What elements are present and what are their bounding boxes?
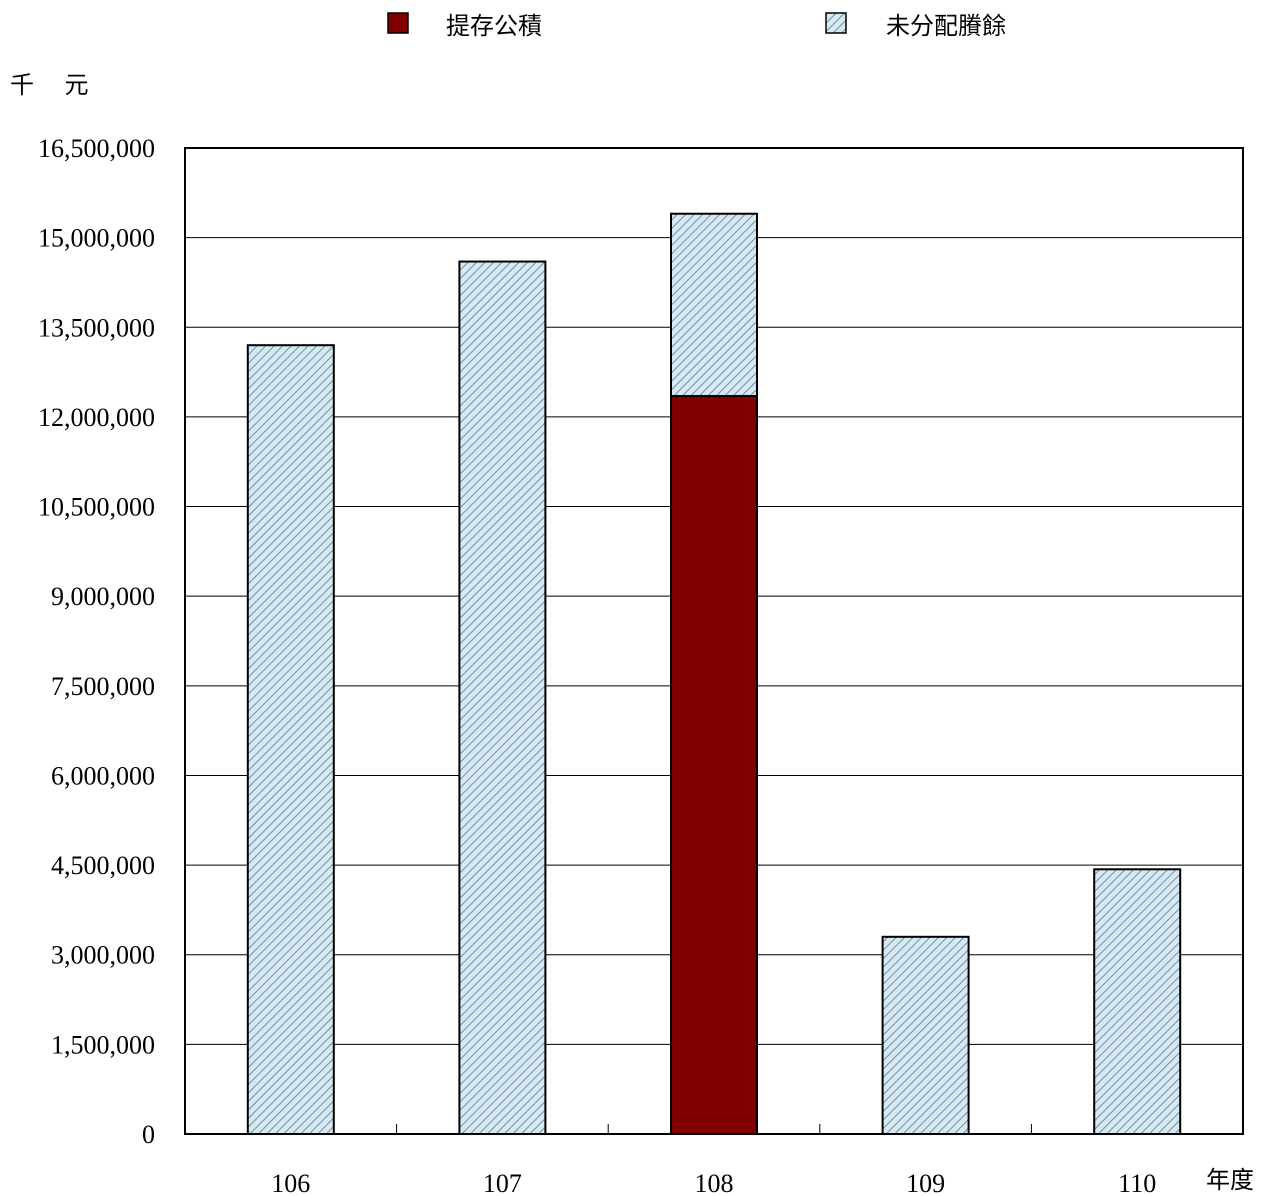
bar-108-series-1 bbox=[670, 212, 758, 397]
x-tick-label: 107 bbox=[483, 1169, 522, 1196]
bars bbox=[246, 212, 1182, 1136]
y-axis-unit-label: 千 元 bbox=[10, 71, 89, 99]
y-tick-label: 6,000,000 bbox=[51, 761, 155, 790]
y-tick-label: 12,000,000 bbox=[38, 403, 155, 432]
x-tick-label: 106 bbox=[271, 1169, 310, 1196]
bar-109-series-1 bbox=[881, 935, 970, 1135]
y-tick-label: 15,000,000 bbox=[38, 224, 155, 253]
legend-swatch-reserve bbox=[387, 12, 409, 34]
y-tick-label: 9,000,000 bbox=[51, 582, 155, 611]
y-tick-label: 4,500,000 bbox=[51, 851, 155, 880]
legend-label-undistributed: 未分配賸餘 bbox=[886, 12, 1006, 40]
y-tick-label: 13,500,000 bbox=[38, 313, 155, 342]
bar-107-series-1 bbox=[458, 260, 547, 1136]
y-tick-label: 1,500,000 bbox=[51, 1030, 155, 1059]
bar-110-series-1 bbox=[1093, 868, 1182, 1135]
x-axis-ticks: 106 107 108 109 110 bbox=[271, 1124, 1156, 1196]
x-axis-label: 年度 bbox=[1206, 1166, 1254, 1194]
legend-label-reserve: 提存公積 bbox=[446, 12, 542, 40]
legend: 提存公積 未分配賸餘 bbox=[387, 12, 1006, 40]
x-tick-label: 109 bbox=[906, 1169, 945, 1196]
y-tick-label: 10,500,000 bbox=[38, 493, 155, 522]
bar-108-series-0 bbox=[670, 394, 758, 1135]
y-axis-ticks: 0 1,500,000 3,000,000 4,500,000 6,000,000 7,5… bbox=[38, 134, 155, 1149]
x-tick-label: 110 bbox=[1118, 1169, 1156, 1196]
y-tick-label: 7,500,000 bbox=[51, 672, 155, 701]
y-tick-label: 0 bbox=[142, 1120, 155, 1149]
plot-area-frame bbox=[184, 147, 1244, 1135]
legend-swatch-undistributed bbox=[825, 12, 847, 34]
bar-106-series-1 bbox=[246, 344, 335, 1135]
x-tick-label: 108 bbox=[695, 1169, 734, 1196]
y-tick-label: 16,500,000 bbox=[38, 134, 155, 163]
y-tick-label: 3,000,000 bbox=[51, 941, 155, 970]
